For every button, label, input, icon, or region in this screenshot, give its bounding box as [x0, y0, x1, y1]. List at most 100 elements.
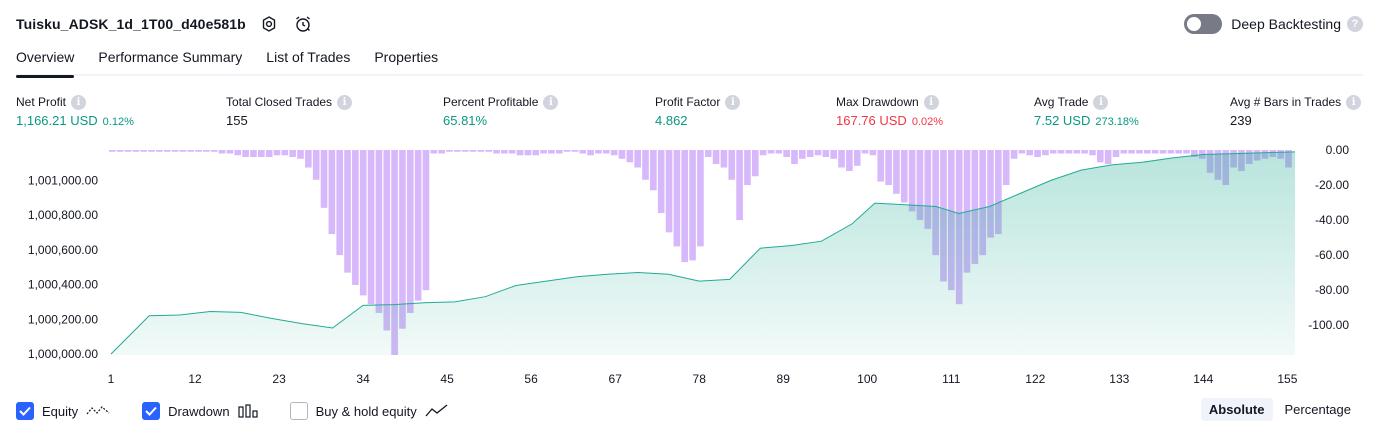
drawdown-bar	[767, 150, 775, 154]
drawdown-bar	[1144, 150, 1151, 154]
drawdown-bar	[469, 150, 477, 152]
report-tabs: Overview Performance Summary List of Tra…	[16, 46, 1363, 78]
x-axis-tick-label: 67	[609, 372, 623, 386]
legend-label: Drawdown	[168, 403, 230, 419]
equity-line	[110, 151, 1296, 355]
drawdown-bar	[885, 150, 892, 186]
drawdown-bar	[783, 150, 790, 158]
drawdown-bar	[712, 150, 720, 165]
tab-list-of-trades[interactable]: List of Trades	[266, 49, 351, 65]
drawdown-bar	[1159, 150, 1167, 154]
metric-value: 167.76 USD	[836, 113, 907, 128]
tab-performance-summary[interactable]: Performance Summary	[98, 49, 243, 65]
drawdown-bar	[563, 150, 571, 152]
drawdown-bar	[234, 150, 242, 156]
x-axis-tick-label: 144	[1193, 372, 1213, 386]
help-icon[interactable]: ?	[1347, 16, 1363, 32]
equity-line-icon	[86, 404, 110, 418]
info-icon[interactable]: i	[337, 94, 353, 110]
info-icon[interactable]: i	[923, 94, 939, 110]
drawdown-bar	[501, 150, 508, 154]
left-axis-ticks: 1,000,000.00 1,000,200.00 1,000,400.00 1,00…	[28, 174, 98, 362]
metric-profit-factor: Profit Factor i 4.862	[655, 94, 741, 128]
drawdown-bar	[830, 150, 838, 159]
drawdown-bar	[1002, 150, 1010, 186]
drawdown-bar	[156, 150, 163, 152]
drawdown-bar	[540, 150, 547, 154]
legend-equity[interactable]: Equity	[16, 402, 110, 420]
legend-buy-hold[interactable]: Buy & hold equity	[289, 402, 449, 420]
metric-label: Total Closed Trades	[226, 95, 333, 109]
drawdown-bar	[806, 150, 814, 158]
drawdown-bar	[179, 150, 187, 152]
drawdown-bar	[273, 150, 281, 156]
metric-value: 239	[1230, 113, 1252, 128]
legend-drawdown[interactable]: Drawdown	[142, 402, 258, 420]
metric-value: 155	[226, 113, 248, 128]
drawdown-bar	[1191, 150, 1198, 158]
drawdown-bar	[1049, 150, 1057, 154]
checkbox-unchecked-icon[interactable]	[289, 402, 308, 420]
deep-backtesting-toggle[interactable]	[1184, 14, 1223, 34]
metric-avg-trade: Avg Trade i 7.52 USD 273.18%	[1034, 94, 1139, 128]
left-axis-tick-label: 1,000,200.00	[28, 312, 98, 326]
deep-backtesting-control: Deep Backtesting ?	[1184, 12, 1363, 36]
equity-drawdown-chart[interactable]: 1,000,000.00 1,000,200.00 1,000,400.00 1,00…	[0, 140, 1379, 390]
drawdown-bar	[210, 150, 218, 152]
info-icon[interactable]: i	[1346, 94, 1362, 110]
drawdown-bar	[1042, 150, 1049, 156]
drawdown-bar	[1112, 150, 1120, 158]
drawdown-bar	[602, 150, 610, 154]
drawdown-bar	[289, 150, 296, 158]
toggle-knob	[1187, 17, 1202, 31]
chart-legend: Equity Drawdown Buy & hold equity	[16, 400, 481, 422]
right-axis-tick-label: -20.00	[1315, 178, 1349, 192]
drawdown-bar	[853, 150, 861, 166]
drawdown-bar	[171, 150, 179, 152]
info-icon[interactable]: i	[71, 94, 87, 110]
settings-icon[interactable]	[258, 13, 280, 35]
tab-properties[interactable]: Properties	[374, 49, 439, 65]
right-axis-tick-label: 0.00	[1326, 143, 1350, 157]
metric-label: Max Drawdown	[836, 95, 919, 109]
drawdown-bar	[109, 150, 116, 152]
right-axis-tick-label: -40.00	[1315, 213, 1349, 227]
percentage-button[interactable]: Percentage	[1284, 402, 1352, 417]
drawdown-bar	[414, 150, 422, 301]
drawdown-bar	[626, 150, 634, 163]
absolute-button[interactable]: Absolute	[1200, 398, 1273, 421]
x-axis-tick-label: 56	[524, 372, 538, 386]
right-axis-ticks: 0.00 -20.00 -40.00 -60.00 -80.00 -100.00	[1308, 143, 1349, 332]
info-icon[interactable]: i	[1093, 94, 1109, 110]
drawdown-bar	[893, 150, 900, 194]
info-icon[interactable]: i	[543, 94, 559, 110]
drawdown-bar	[430, 150, 438, 154]
checkbox-checked-icon[interactable]	[142, 402, 161, 420]
drawdown-bar	[124, 150, 132, 152]
drawdown-bar	[438, 150, 445, 154]
drawdown-bar	[751, 150, 759, 177]
drawdown-bar	[555, 150, 563, 154]
drawdown-bar	[1151, 150, 1159, 154]
drawdown-bar	[257, 150, 265, 158]
deep-backtesting-label: Deep Backtesting	[1231, 16, 1341, 32]
drawdown-bar	[814, 150, 822, 156]
drawdown-bar	[1089, 150, 1096, 156]
drawdown-bar	[728, 150, 736, 180]
drawdown-bar	[375, 150, 383, 313]
metric-sub-value: 0.02%	[911, 116, 944, 128]
drawdown-bar	[320, 150, 328, 208]
drawdown-bar	[799, 150, 806, 159]
legend-label: Equity	[42, 403, 79, 419]
alarm-clock-icon[interactable]	[292, 13, 314, 35]
drawdown-bar	[736, 150, 743, 221]
drawdown-bar	[297, 150, 304, 159]
drawdown-bar	[775, 150, 783, 154]
drawdown-bar	[571, 150, 579, 152]
drawdown-bar	[328, 150, 336, 235]
drawdown-bar	[1018, 150, 1026, 154]
checkbox-checked-icon[interactable]	[16, 402, 34, 420]
drawdown-bar	[1175, 150, 1183, 154]
info-icon[interactable]: i	[725, 94, 741, 110]
tab-overview[interactable]: Overview	[16, 46, 75, 78]
